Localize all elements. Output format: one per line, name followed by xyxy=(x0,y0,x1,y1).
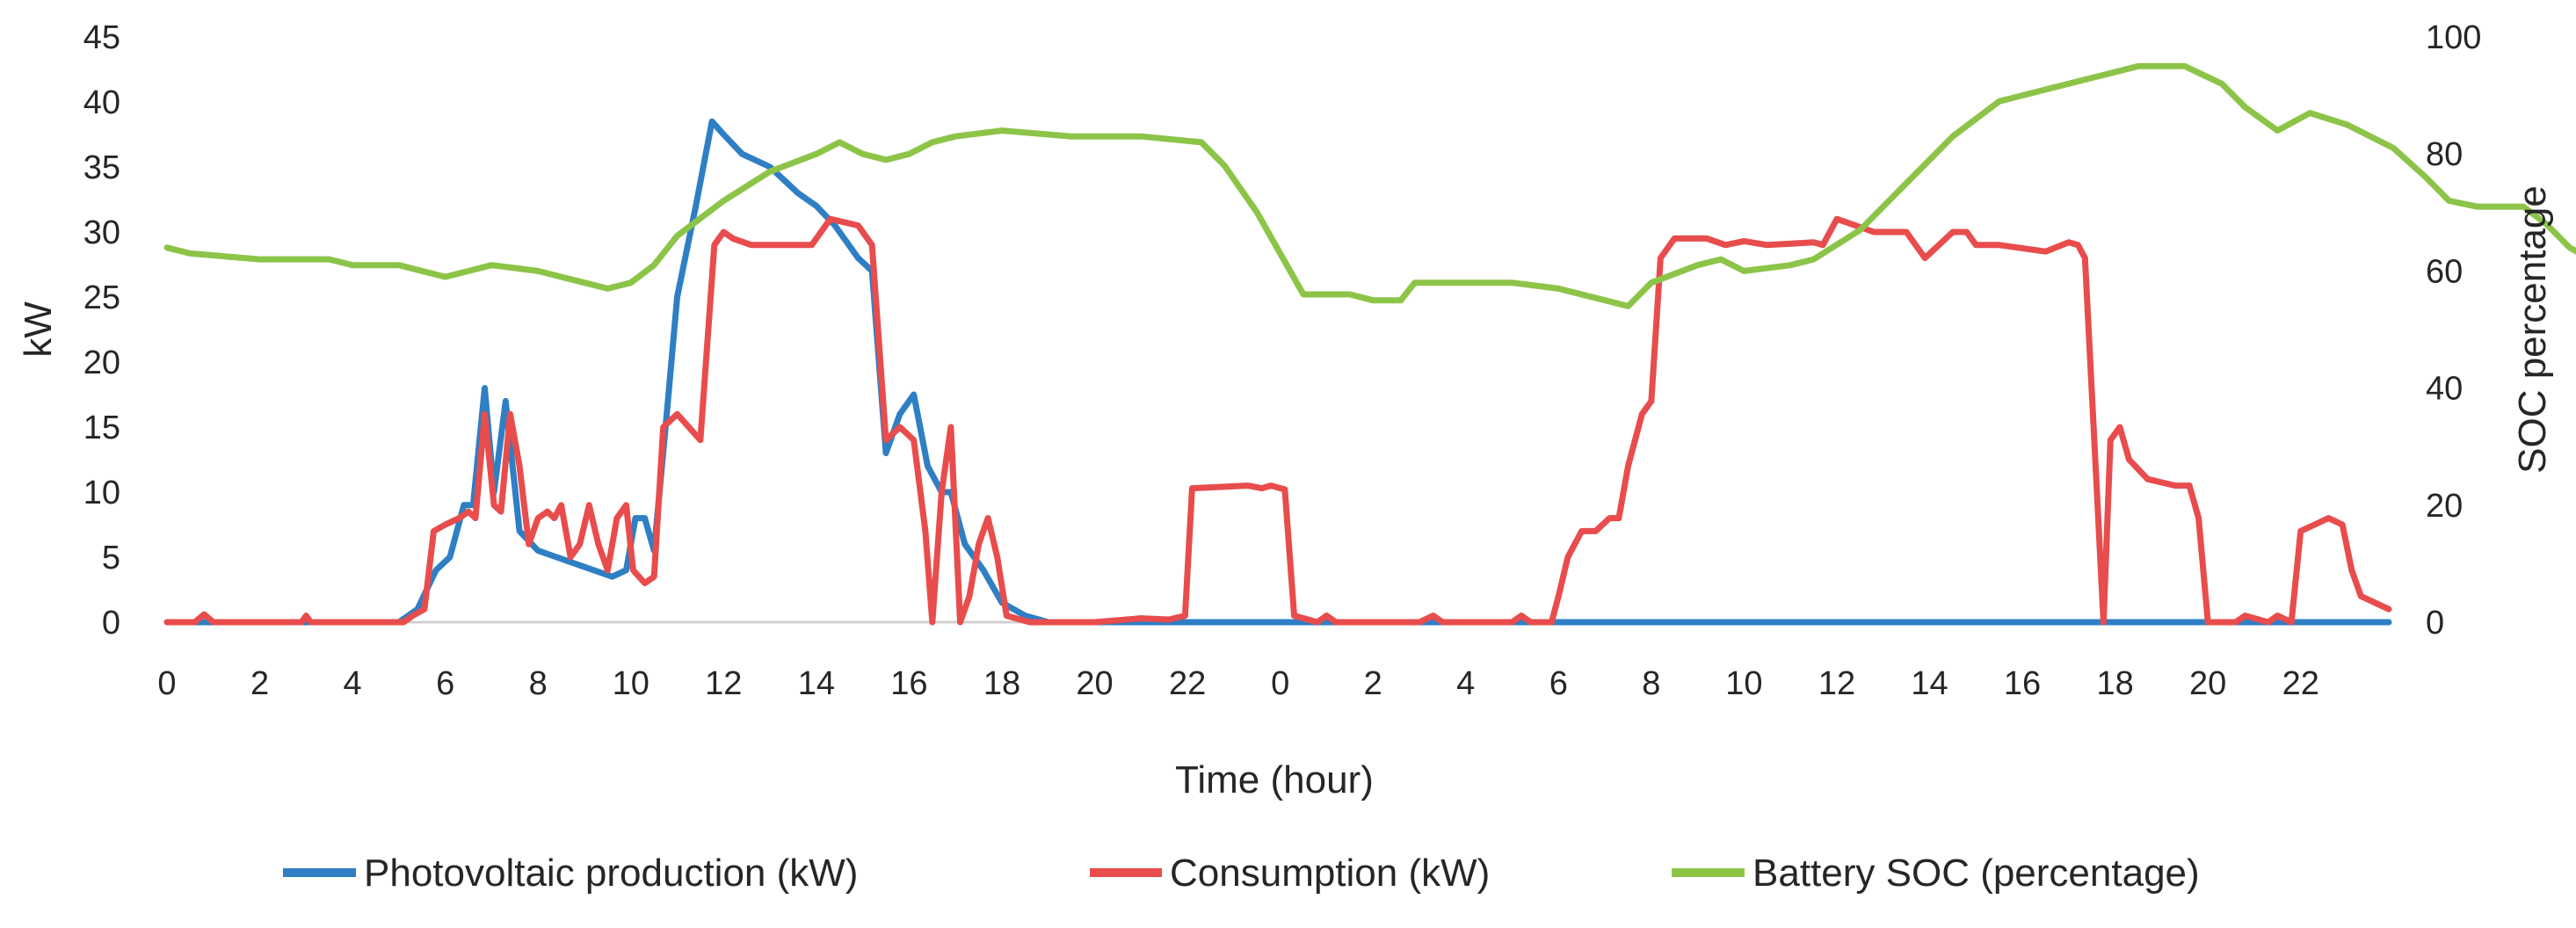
series-line-photovoltaic xyxy=(163,118,2392,626)
y-right-tick-label: 0 xyxy=(2426,605,2444,642)
x-tick-label: 2 xyxy=(1364,665,1382,702)
x-tick-label: 6 xyxy=(436,665,454,702)
x-tick-label: 8 xyxy=(1642,665,1660,702)
x-tick-label: 20 xyxy=(2189,665,2226,702)
x-tick-label: 18 xyxy=(983,665,1020,702)
y-left-tick-label: 45 xyxy=(83,19,120,56)
y-left-tick-label: 20 xyxy=(83,344,120,381)
x-tick-label: 8 xyxy=(529,665,548,702)
x-axis: 0 2 4 6 8 10 12 14 16 18 20 22 0 2 4 6 8 10 12 14 16 18 20 22 xyxy=(157,665,2318,702)
x-tick-label: 16 xyxy=(2004,665,2041,702)
y-right-tick-label: 20 xyxy=(2426,488,2463,525)
x-tick-label: 20 xyxy=(1076,665,1113,702)
x-tick-label: 16 xyxy=(890,665,927,702)
x-tick-label: 0 xyxy=(1271,665,1289,702)
y-left-tick-label: 40 xyxy=(83,84,120,121)
x-tick-label: 14 xyxy=(1911,665,1948,702)
y-left-tick-label: 15 xyxy=(83,410,120,446)
x-tick-label: 6 xyxy=(1549,665,1568,702)
y-right-tick-label: 100 xyxy=(2426,19,2481,56)
y-left-tick-label: 10 xyxy=(83,475,120,511)
x-tick-label: 18 xyxy=(2096,665,2133,702)
series-group xyxy=(163,62,2576,626)
y-left-tick-label: 35 xyxy=(83,149,120,186)
left-y-axis: 0 5 10 15 20 25 30 35 40 45 xyxy=(83,19,120,642)
x-tick-label: 22 xyxy=(2282,665,2319,702)
y-left-tick-label: 0 xyxy=(102,605,120,642)
legend: Photovoltaic production (kW) Consumption… xyxy=(283,852,2200,895)
x-tick-label: 12 xyxy=(705,665,742,702)
x-tick-label: 4 xyxy=(1456,665,1475,702)
series-line-consumption xyxy=(163,215,2392,626)
y-left-tick-label: 5 xyxy=(102,540,120,576)
y-right-tick-label: 80 xyxy=(2426,136,2463,173)
x-tick-label: 22 xyxy=(1169,665,1206,702)
x-tick-label: 10 xyxy=(613,665,649,702)
x-tick-label: 4 xyxy=(344,665,362,702)
y-left-tick-label: 25 xyxy=(83,279,120,316)
right-y-axis: 0 20 40 60 80 100 xyxy=(2426,19,2481,642)
series-line-battery-soc xyxy=(163,62,2576,309)
x-tick-label: 12 xyxy=(1818,665,1855,702)
y-axis-left-title: kW xyxy=(17,301,60,358)
y-right-tick-label: 60 xyxy=(2426,253,2463,290)
y-left-tick-label: 30 xyxy=(83,214,120,251)
x-tick-label: 10 xyxy=(1725,665,1762,702)
legend-label-photovoltaic: Photovoltaic production (kW) xyxy=(364,852,858,895)
x-tick-label: 14 xyxy=(798,665,835,702)
y-axis-right-title: SOC percentage xyxy=(2511,185,2554,474)
x-axis-title: Time (hour) xyxy=(1175,758,1374,801)
x-tick-label: 0 xyxy=(157,665,176,702)
y-right-tick-label: 40 xyxy=(2426,371,2463,408)
legend-label-consumption: Consumption (kW) xyxy=(1170,852,1490,895)
legend-label-battery-soc: Battery SOC (percentage) xyxy=(1752,852,2200,895)
x-tick-label: 2 xyxy=(250,665,269,702)
